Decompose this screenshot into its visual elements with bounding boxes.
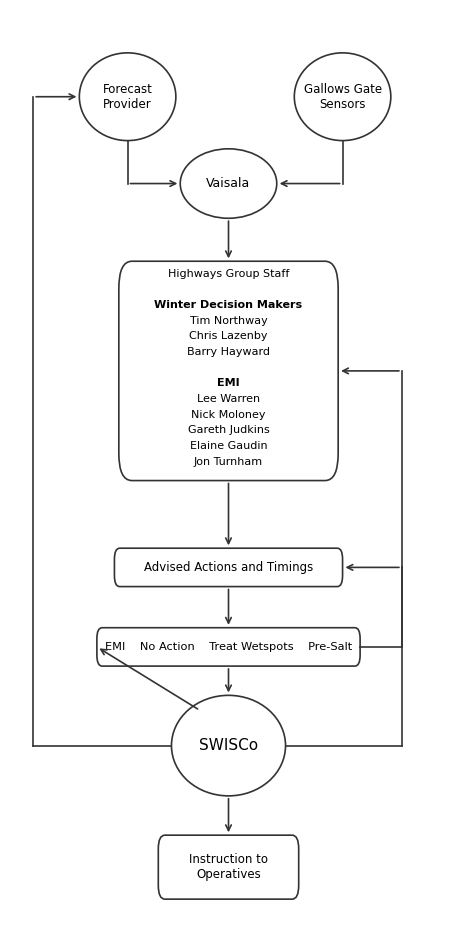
Text: Elaine Gaudin: Elaine Gaudin: [190, 441, 267, 451]
Text: Lee Warren: Lee Warren: [197, 394, 260, 404]
Text: Chris Lazenby: Chris Lazenby: [189, 331, 268, 342]
Text: Nick Moloney: Nick Moloney: [191, 409, 266, 420]
Text: Jon Turnham: Jon Turnham: [194, 457, 263, 466]
Text: Winter Decision Makers: Winter Decision Makers: [154, 300, 303, 310]
Text: SWISCo: SWISCo: [199, 738, 258, 753]
Text: Advised Actions and Timings: Advised Actions and Timings: [144, 561, 313, 574]
Text: Gareth Judkins: Gareth Judkins: [188, 426, 269, 435]
Text: Highways Group Staff: Highways Group Staff: [168, 268, 289, 279]
Text: Forecast
Provider: Forecast Provider: [103, 83, 153, 110]
Text: Tim Northway: Tim Northway: [190, 316, 267, 326]
Text: Vaisala: Vaisala: [207, 177, 250, 190]
Text: EMI: EMI: [217, 379, 240, 388]
Text: EMI    No Action    Treat Wetspots    Pre-Salt: EMI No Action Treat Wetspots Pre-Salt: [105, 642, 352, 652]
Text: Gallows Gate
Sensors: Gallows Gate Sensors: [303, 83, 382, 110]
Text: Instruction to
Operatives: Instruction to Operatives: [189, 853, 268, 882]
Text: Barry Hayward: Barry Hayward: [187, 347, 270, 357]
